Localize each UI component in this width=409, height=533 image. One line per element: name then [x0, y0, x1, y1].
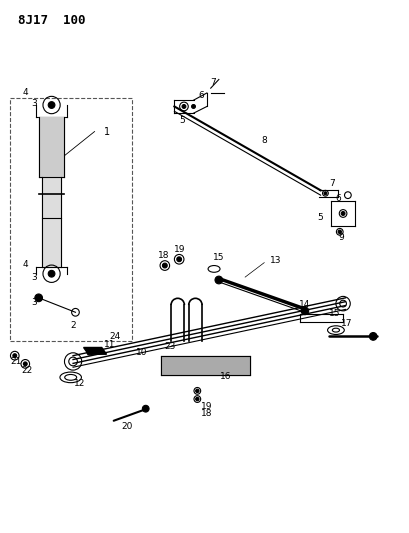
- Circle shape: [191, 104, 196, 108]
- Circle shape: [48, 102, 55, 108]
- Text: 9: 9: [338, 233, 344, 242]
- Text: 19: 19: [201, 402, 213, 411]
- Text: 7: 7: [329, 179, 335, 188]
- Bar: [42, 177, 61, 266]
- Polygon shape: [83, 348, 106, 354]
- Circle shape: [324, 192, 327, 195]
- Text: 3: 3: [31, 99, 37, 108]
- Circle shape: [338, 230, 342, 233]
- Circle shape: [196, 398, 199, 401]
- Circle shape: [196, 389, 199, 392]
- Text: 20: 20: [122, 422, 133, 431]
- Text: 1: 1: [104, 126, 110, 136]
- Circle shape: [182, 104, 186, 108]
- Text: 11: 11: [104, 340, 116, 349]
- Text: 14: 14: [299, 300, 310, 309]
- Circle shape: [369, 333, 377, 340]
- Text: 7: 7: [211, 78, 216, 87]
- Circle shape: [162, 263, 167, 268]
- Text: 24: 24: [109, 332, 120, 341]
- Text: 17: 17: [341, 319, 352, 328]
- Text: 18: 18: [158, 252, 170, 261]
- Text: 15: 15: [213, 253, 224, 262]
- Text: 15: 15: [329, 309, 340, 318]
- Text: 3: 3: [31, 298, 37, 307]
- Circle shape: [142, 405, 149, 412]
- Text: 19: 19: [174, 245, 186, 254]
- Text: 22: 22: [21, 366, 33, 375]
- Circle shape: [13, 354, 17, 358]
- Text: 6: 6: [335, 193, 341, 203]
- Text: 3: 3: [31, 272, 37, 281]
- Text: 16: 16: [220, 372, 232, 381]
- Text: 8J17  100: 8J17 100: [18, 14, 85, 27]
- Text: 5: 5: [179, 116, 185, 125]
- Circle shape: [23, 362, 27, 366]
- Text: 23: 23: [165, 342, 176, 351]
- Circle shape: [341, 212, 345, 215]
- Circle shape: [177, 257, 182, 262]
- Text: 10: 10: [136, 348, 148, 357]
- Circle shape: [301, 307, 309, 314]
- Text: 12: 12: [74, 378, 85, 387]
- Text: 18: 18: [201, 409, 213, 418]
- Text: 4: 4: [23, 88, 29, 98]
- Text: 13: 13: [270, 256, 281, 265]
- Text: 2: 2: [71, 321, 76, 330]
- Text: 8: 8: [262, 136, 267, 145]
- Text: 21: 21: [10, 358, 21, 367]
- Text: 5: 5: [318, 213, 324, 222]
- Circle shape: [215, 276, 222, 284]
- Bar: [162, 356, 250, 375]
- Circle shape: [48, 270, 55, 277]
- Circle shape: [35, 294, 43, 302]
- Text: 4: 4: [23, 260, 29, 269]
- Text: 6: 6: [198, 91, 204, 100]
- Bar: [39, 117, 65, 177]
